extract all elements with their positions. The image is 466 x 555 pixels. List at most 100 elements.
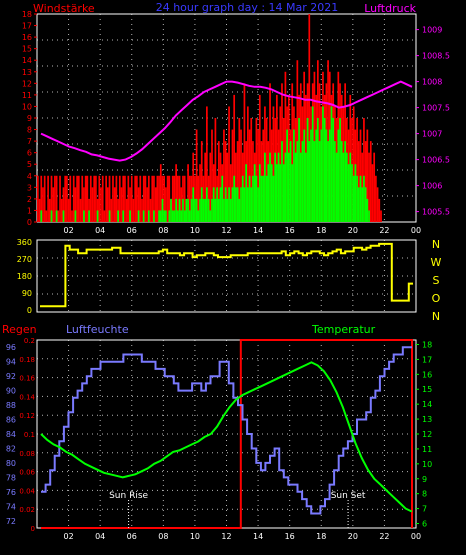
wind-gust-bar	[276, 94, 278, 222]
wind-gust-bar	[257, 129, 259, 222]
x-tick-label: 20	[348, 532, 358, 541]
wind-gust-bar	[120, 187, 123, 222]
wind-tick-label: 16	[22, 33, 32, 42]
wind-gust-bar	[98, 175, 101, 222]
wind-gust-bar	[69, 175, 72, 222]
wind-gust-bar	[136, 175, 138, 222]
wind-gust-bar	[76, 175, 78, 222]
wind-gust-bar	[93, 175, 96, 222]
wind-gust-bar	[71, 210, 73, 222]
wind-average-bar	[199, 198, 201, 222]
wind-average-bar	[289, 141, 292, 222]
wind-gust-bar	[112, 175, 114, 222]
wind-average-bar	[206, 187, 208, 222]
wind-average-bar	[352, 175, 355, 222]
wind-gust-bar	[139, 175, 142, 222]
wind-average-bar	[361, 187, 364, 222]
wind-gust-bar	[243, 83, 246, 222]
pressure-axis-label: Luftdruck	[364, 2, 416, 15]
humidity-tick-label: 72	[6, 517, 16, 526]
wind-gust-bar	[204, 152, 207, 222]
wind-average-bar	[274, 152, 277, 222]
rain-tick-label: 0.08	[19, 450, 35, 458]
wind-average-bar	[311, 106, 314, 222]
wind-average-bar	[279, 164, 282, 222]
wind-gust-bar	[238, 118, 241, 222]
compass-letter: N	[432, 238, 440, 251]
wind-gust-bar	[45, 210, 48, 222]
wind-average-bar	[153, 210, 155, 222]
wind-gust-bar	[209, 152, 212, 222]
wind-gust-bar	[255, 118, 258, 222]
wind-gust-bar	[108, 175, 111, 222]
wind-average-bar	[55, 210, 58, 222]
wind-average-bar	[291, 164, 294, 222]
wind-gust-bar	[144, 175, 147, 222]
wind-average-bar	[296, 141, 299, 222]
wind-average-bar	[241, 175, 244, 222]
wind-average-bar	[269, 152, 271, 222]
wind-gust-bar	[47, 175, 49, 222]
wind-average-bar	[334, 141, 336, 222]
x-tick-label: 08	[158, 532, 168, 541]
wind-average-bar	[195, 198, 198, 222]
wind-gust-bar	[48, 198, 51, 222]
temperature-tick-label: 6	[422, 520, 427, 529]
wind-average-bar	[346, 152, 348, 222]
direction-tick-label: 270	[17, 255, 32, 264]
x-tick-label: 10	[190, 226, 200, 235]
wind-average-bar	[351, 164, 353, 222]
x-tick-label: 14	[253, 226, 263, 235]
wind-tick-label: 15	[22, 45, 32, 54]
wind-average-bar	[165, 210, 167, 222]
humidity-tick-label: 86	[6, 416, 16, 425]
wind-average-bar	[294, 152, 297, 222]
wind-gust-bar	[228, 106, 230, 222]
wind-tick-label: 5	[27, 160, 32, 169]
wind-average-bar	[313, 141, 316, 222]
wind-average-bar	[245, 164, 247, 222]
wind-gust-bar	[199, 164, 201, 222]
wind-gust-bar	[246, 106, 249, 222]
wind-average-bar	[217, 198, 220, 222]
wind-gust-bar	[240, 129, 242, 222]
wind-average-bar	[368, 210, 370, 222]
wind-average-bar	[270, 164, 273, 222]
wind-average-bar	[310, 129, 312, 222]
wind-average-bar	[342, 152, 345, 222]
wind-average-bar	[252, 175, 254, 222]
humidity-tick-label: 78	[6, 473, 16, 482]
rain-line	[41, 339, 413, 529]
rain-tick-label: 0.18	[19, 356, 35, 364]
wind-gust-bar	[57, 210, 60, 222]
humidity-tick-label: 80	[6, 459, 16, 468]
wind-tick-label: 7	[27, 137, 32, 146]
direction-tick-label: 180	[17, 272, 32, 281]
temperature-tick-label: 15	[422, 385, 432, 394]
wind-average-bar	[363, 175, 365, 222]
wind-average-bar	[276, 164, 278, 222]
temperature-tick-label: 17	[422, 355, 432, 364]
wind-average-bar	[168, 210, 171, 222]
rain-tick-label: 0.14	[19, 393, 35, 401]
direction-y-ticks: 0 90 180 270 360	[17, 238, 32, 315]
wind-gust-bar	[103, 210, 106, 222]
x-tick-label: 00	[411, 226, 421, 235]
pressure-tick-label: 1006.5	[422, 156, 450, 165]
wind-average-bar	[272, 175, 275, 222]
humidity-y-ticks: 72 74 76 78 80 82 84 86 88 90 92 94 96	[6, 343, 16, 526]
rain-tick-label: 0.1	[24, 431, 35, 439]
wind-axis-label: Windstärke	[33, 2, 95, 15]
wind-gust-bar	[250, 118, 253, 222]
wind-gust-bar	[101, 175, 104, 222]
wind-average-bar	[284, 152, 287, 222]
wind-gust-bar	[368, 152, 370, 222]
wind-gust-bar	[149, 198, 152, 222]
x-tick-label: 18	[316, 532, 326, 541]
wind-gust-bar	[363, 118, 365, 222]
rain-axis-label: Regen	[2, 323, 37, 336]
wind-gust-bar	[72, 175, 75, 222]
pressure-tick-label: 1008	[422, 78, 442, 87]
wind-average-bar	[305, 152, 307, 222]
